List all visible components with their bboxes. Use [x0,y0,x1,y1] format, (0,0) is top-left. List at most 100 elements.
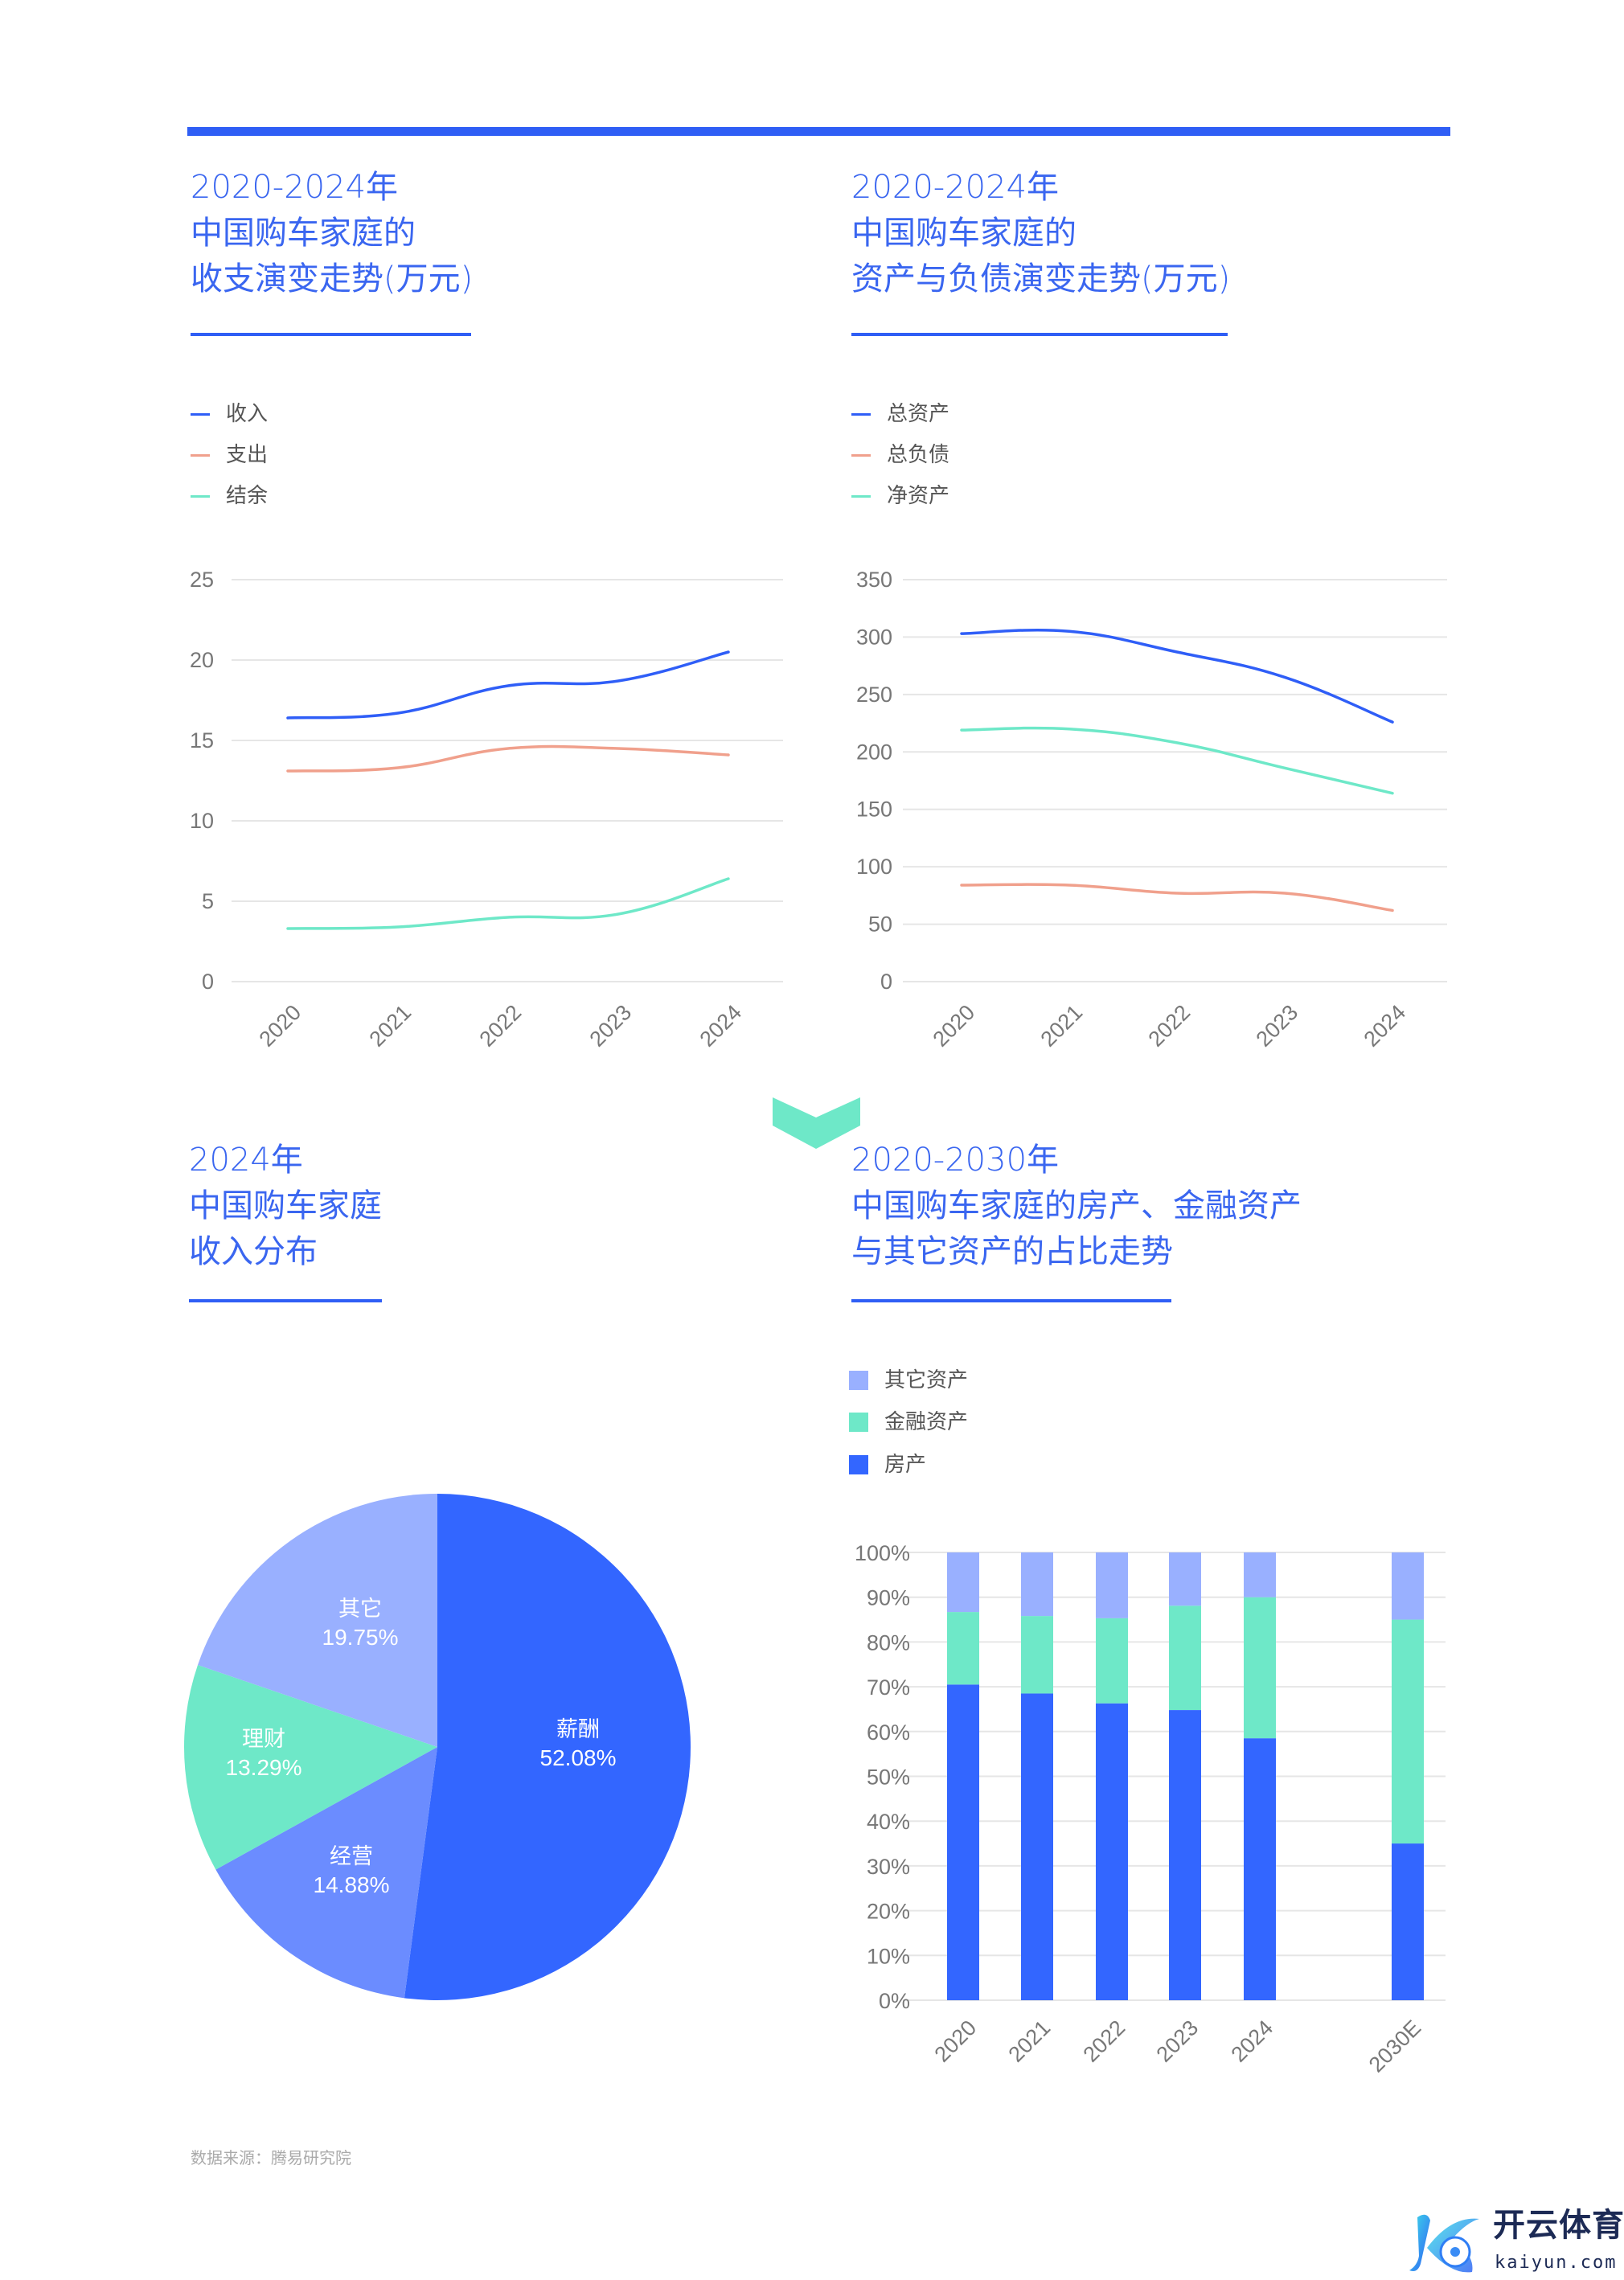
bar-segment-金融资产 [947,1612,979,1685]
legend-swatch [191,453,210,457]
title-line: 2024年 [189,1142,303,1179]
title-line: 中国购车家庭的 [191,215,416,252]
legend-item: 收入 [191,400,268,428]
legend-swatch [191,412,210,416]
y-tick-label: 20 [190,648,214,672]
pie-slice-经营 [215,1747,437,1999]
title-line: 资产与负债演变走势(万元) [851,260,1231,297]
y-tick-label: 250 [856,683,892,707]
legend-item: 其它资产 [849,1367,968,1394]
y-tick-label: 200 [856,740,892,764]
legend-swatch [191,494,210,498]
y-tick-label: 100% [855,1541,910,1565]
bar-segment-其它资产 [1021,1552,1053,1617]
y-tick-label: 25 [190,568,214,592]
pie-label-name: 理财 [242,1727,285,1752]
title-line: 中国购车家庭 [189,1187,382,1224]
y-tick-label: 0 [880,970,892,994]
legend-label: 收入 [226,402,269,426]
legend-label: 总负债 [887,443,950,467]
x-tick-label: 2030E [1364,2016,1425,2077]
legend-item: 净资产 [851,482,949,510]
title-underline [851,1299,1171,1302]
series-line-总资产 [960,628,1394,724]
panel3-title: 2024年 中国购车家庭 收入分布 [189,1138,382,1275]
legend-label: 金融资产 [884,1410,969,1434]
y-tick-label: 90% [867,1586,910,1610]
title-line: 中国购车家庭的 [851,215,1077,252]
brand-logo: 开云体育 kaiyun.com [1403,2208,1624,2280]
data-source-note: 数据来源：腾易研究院 [191,2148,351,2167]
pie-slice-薪酬 [404,1494,691,2000]
series-line-支出 [286,744,730,773]
legend-swatch [851,453,871,457]
title-underline [189,1299,382,1302]
panel2-title: 2020-2024年 中国购车家庭的 资产与负债演变走势(万元) [851,165,1230,302]
chevron-down-icon [773,1097,860,1149]
legend-swatch [849,1371,868,1390]
top-accent-bar [187,127,1450,136]
legend-item: 支出 [191,441,268,469]
bar-segment-金融资产 [1021,1616,1053,1694]
legend-swatch [851,494,871,498]
pie-label-name: 其它 [338,1597,382,1622]
legend-swatch [849,1455,868,1474]
title-underline [191,333,471,336]
pie-slice-理财 [183,1664,438,1870]
y-tick-label: 300 [856,625,892,649]
panel4-title: 2020-2030年 中国购车家庭的房产、金融资产 与其它资产的占比走势 [851,1138,1302,1275]
bar-segment-其它资产 [1244,1552,1276,1597]
x-tick-label: 2024 [695,1000,747,1052]
legend-label: 支出 [226,443,269,467]
y-tick-label: 0% [879,1989,910,2013]
y-tick-label: 30% [867,1855,910,1879]
title-line: 收入分布 [189,1233,318,1270]
x-tick-label: 2024 [1227,2016,1278,2067]
legend-swatch [851,412,871,416]
bar-segment-房产 [1021,1693,1053,2000]
title-line: 与其它资产的占比走势 [851,1233,1173,1270]
y-tick-label: 5 [202,889,214,913]
logo-text: 开云体育 [1493,2207,1624,2244]
y-tick-label: 100 [856,855,892,879]
x-tick-label: 2023 [1152,2016,1204,2067]
legend-item: 结余 [191,482,268,510]
bar-segment-其它资产 [947,1552,979,1613]
y-tick-label: 50 [868,912,892,937]
y-tick-label: 15 [190,728,214,752]
y-tick-label: 80% [867,1630,910,1655]
x-tick-label: 2021 [365,1000,416,1052]
title-line: 2020-2024年 [851,169,1060,206]
series-line-净资产 [960,726,1394,795]
legend-label: 房产 [884,1453,927,1477]
x-tick-label: 2022 [1144,1000,1195,1052]
legend-item: 房产 [849,1451,926,1478]
pie-label-value: 52.08% [540,1745,617,1770]
legend-item: 总资产 [851,400,949,428]
legend-label: 总资产 [887,402,950,426]
legend-item: 金融资产 [849,1409,968,1436]
series-line-总负债 [960,883,1394,912]
legend-label: 其它资产 [884,1368,969,1392]
logo-mark-icon [1409,2214,1479,2273]
bar-segment-房产 [1169,1710,1201,2000]
y-tick-label: 0 [202,970,214,994]
y-tick-label: 10% [867,1944,910,1968]
bar-segment-其它资产 [1169,1552,1201,1606]
legend-label: 净资产 [887,484,950,508]
x-tick-label: 2023 [1252,1000,1303,1052]
bar-segment-金融资产 [1392,1619,1424,1844]
x-tick-label: 2020 [929,1000,980,1052]
x-tick-label: 2020 [255,1000,306,1052]
pie-label-name: 薪酬 [556,1717,600,1742]
title-line: 2020-2030年 [851,1142,1060,1179]
series-line-结余 [286,877,730,930]
panel1-title: 2020-2024年 中国购车家庭的 收支演变走势(万元) [191,165,473,302]
bar-segment-金融资产 [1244,1597,1276,1739]
pie-label-value: 19.75% [322,1625,399,1650]
y-tick-label: 350 [856,568,892,592]
x-tick-label: 2021 [1004,2016,1056,2067]
pie-label-value: 14.88% [314,1872,390,1897]
bar-segment-房产 [1392,1843,1424,2000]
